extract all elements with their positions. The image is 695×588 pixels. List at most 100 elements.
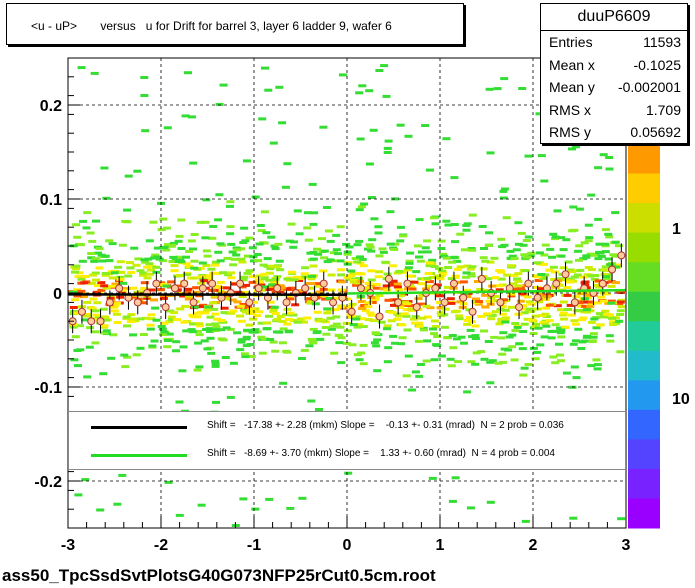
heatmap-cell bbox=[337, 336, 346, 340]
heatmap-cell bbox=[174, 239, 183, 243]
heatmap-cell bbox=[260, 277, 269, 281]
heatmap-cell bbox=[456, 300, 465, 304]
color-scale-band bbox=[628, 498, 660, 529]
heatmap-cell bbox=[148, 344, 157, 348]
heatmap-cell bbox=[111, 303, 120, 307]
heatmap-cell bbox=[514, 279, 523, 283]
heatmap-cell bbox=[211, 322, 220, 326]
heatmap-cell bbox=[405, 259, 414, 263]
heatmap-cell bbox=[129, 317, 138, 321]
heatmap-cell bbox=[352, 317, 361, 321]
heatmap-cell bbox=[164, 480, 173, 484]
heatmap-cell bbox=[510, 287, 519, 291]
heatmap-cell bbox=[501, 316, 510, 320]
heatmap-cell bbox=[270, 281, 279, 285]
heatmap-cell bbox=[437, 247, 446, 250]
heatmap-cell bbox=[102, 318, 111, 322]
heatmap-cell bbox=[361, 290, 369, 294]
heatmap-cell bbox=[167, 280, 176, 284]
heatmap-cell bbox=[197, 503, 206, 507]
heatmap-cell bbox=[478, 225, 487, 228]
heatmap-cell bbox=[580, 241, 589, 245]
heatmap-cell bbox=[436, 294, 444, 298]
heatmap-cell bbox=[559, 313, 568, 317]
heatmap-cell bbox=[430, 265, 439, 268]
heatmap-cell bbox=[213, 317, 222, 321]
heatmap-cell bbox=[450, 223, 459, 226]
heatmap-cell bbox=[308, 182, 317, 186]
heatmap-cell bbox=[286, 506, 295, 510]
heatmap-cell bbox=[372, 332, 380, 336]
heatmap-cell bbox=[556, 308, 565, 312]
heatmap-cell bbox=[132, 353, 141, 357]
heatmap-cell bbox=[547, 330, 556, 333]
heatmap-cell bbox=[160, 282, 169, 286]
heatmap-cell bbox=[467, 360, 476, 364]
heatmap-cell bbox=[531, 357, 540, 361]
heatmap-cell bbox=[111, 282, 120, 286]
heatmap-cell bbox=[519, 307, 528, 311]
heatmap-cell bbox=[425, 261, 434, 265]
heatmap-cell bbox=[595, 242, 604, 246]
heatmap-cell bbox=[444, 266, 453, 269]
heatmap-cell bbox=[484, 277, 493, 281]
heatmap-cell bbox=[176, 284, 184, 288]
heatmap-cell bbox=[105, 239, 114, 243]
heatmap-cell bbox=[245, 236, 254, 240]
heatmap-cell bbox=[372, 344, 381, 348]
heatmap-cell bbox=[451, 240, 459, 244]
heatmap-cell bbox=[575, 301, 584, 305]
heatmap-cell bbox=[593, 283, 602, 287]
heatmap-cell bbox=[380, 64, 389, 68]
heatmap-cell bbox=[168, 243, 177, 247]
heatmap-cell bbox=[335, 341, 344, 345]
heatmap-cell bbox=[108, 284, 117, 288]
profile-point bbox=[347, 307, 356, 316]
heatmap-cell bbox=[146, 327, 155, 331]
stats-value: -0.002001 bbox=[617, 79, 681, 95]
profile-point bbox=[77, 307, 86, 316]
heatmap-cell bbox=[204, 305, 213, 309]
heatmap-cell bbox=[418, 316, 427, 320]
heatmap-cell bbox=[381, 260, 390, 264]
heatmap-cell bbox=[553, 304, 562, 308]
heatmap-cell bbox=[220, 311, 229, 315]
heatmap-cell bbox=[364, 305, 373, 309]
heatmap-cell bbox=[71, 298, 79, 302]
profile-point bbox=[552, 279, 561, 288]
color-scale-band bbox=[628, 321, 660, 352]
heatmap-cell bbox=[475, 300, 484, 303]
heatmap-cell bbox=[353, 260, 362, 264]
heatmap-cell bbox=[343, 252, 352, 256]
heatmap-cell bbox=[375, 254, 384, 258]
heatmap-cell bbox=[359, 343, 368, 347]
heatmap-cell bbox=[601, 265, 610, 269]
heatmap-cell bbox=[75, 271, 84, 275]
heatmap-cell bbox=[88, 239, 97, 243]
heatmap-cell bbox=[537, 287, 546, 291]
heatmap-cell bbox=[574, 327, 583, 331]
heatmap-cell bbox=[583, 334, 591, 338]
heatmap-cell bbox=[540, 253, 549, 257]
heatmap-cell bbox=[281, 185, 290, 189]
heatmap-cell bbox=[398, 336, 407, 340]
heatmap-cell bbox=[72, 264, 81, 268]
heatmap-cell bbox=[276, 268, 285, 272]
heatmap-cell bbox=[80, 281, 89, 285]
heatmap-cell bbox=[175, 400, 184, 404]
heatmap-cell bbox=[89, 297, 98, 301]
heatmap-cell bbox=[216, 242, 225, 246]
heatmap-cell bbox=[416, 259, 425, 263]
heatmap-cell bbox=[326, 316, 335, 320]
heatmap-cell bbox=[193, 315, 202, 319]
heatmap-cell bbox=[561, 325, 570, 329]
heatmap-cell bbox=[402, 314, 411, 318]
heatmap-cell bbox=[327, 273, 336, 277]
heatmap-cell bbox=[472, 351, 481, 355]
heatmap-cell bbox=[391, 242, 400, 246]
heatmap-cell bbox=[344, 471, 353, 475]
heatmap-cell bbox=[143, 265, 151, 269]
heatmap-cell bbox=[318, 237, 326, 241]
x-tick-label: 0 bbox=[343, 537, 352, 554]
heatmap-cell bbox=[375, 69, 384, 72]
